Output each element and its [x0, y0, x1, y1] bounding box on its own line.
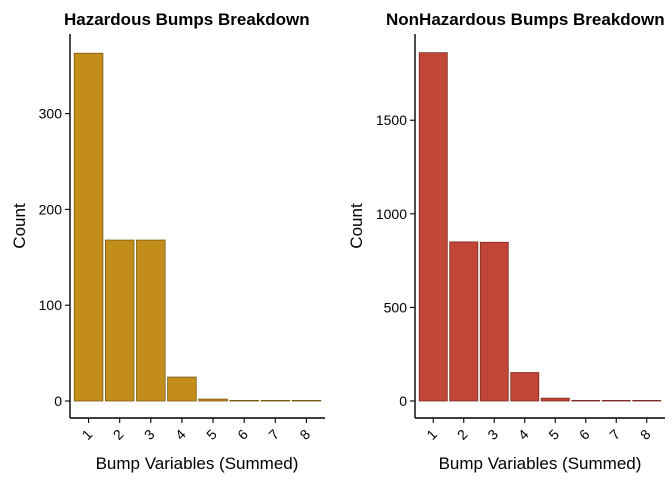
- x-axis-title: Bump Variables (Summed): [96, 454, 299, 473]
- bar: [229, 399, 259, 402]
- x-axis-title: Bump Variables (Summed): [439, 454, 642, 473]
- x-tick-label: 6: [576, 426, 593, 443]
- panel-nonhazardous: NonHazardous Bumps Breakdown Count Bump …: [347, 10, 665, 473]
- panel-title: Hazardous Bumps Breakdown: [64, 10, 310, 29]
- y-tick-label: 0: [399, 393, 407, 409]
- panel-title: NonHazardous Bumps Breakdown: [386, 10, 665, 29]
- bar: [291, 399, 322, 402]
- bar: [632, 399, 662, 402]
- x-tick-label: 6: [234, 426, 251, 443]
- bar: [510, 372, 540, 402]
- x-tick-label: 8: [296, 426, 313, 443]
- y-tick-label: 0: [54, 393, 62, 409]
- x-tick-label: 3: [484, 426, 501, 443]
- bar: [104, 239, 135, 402]
- x-tick-label: 2: [454, 426, 471, 443]
- x-tick-label: 4: [515, 426, 532, 443]
- bar: [73, 52, 104, 402]
- bar: [601, 399, 631, 402]
- bar: [449, 241, 479, 402]
- bar: [418, 52, 448, 402]
- bar: [167, 376, 197, 402]
- y-tick-label: 100: [39, 297, 63, 313]
- x-tick-label: 4: [172, 426, 189, 443]
- x-tick-label: 1: [423, 426, 440, 443]
- y-axis-title: Count: [10, 203, 29, 249]
- x-tick-label: 8: [637, 426, 654, 443]
- y-tick-label: 200: [39, 201, 63, 217]
- x-tick-label: 5: [203, 426, 220, 443]
- y-tick-label: 300: [39, 106, 63, 122]
- x-tick-label: 1: [79, 426, 96, 443]
- panel-hazardous: Hazardous Bumps Breakdown Count Bump Var…: [10, 10, 325, 473]
- y-tick-label: 500: [384, 299, 408, 315]
- bar: [479, 241, 509, 402]
- y-tick-label: 1000: [376, 206, 407, 222]
- bar: [260, 399, 291, 402]
- bar: [540, 397, 570, 402]
- bar: [571, 399, 601, 402]
- x-tick-label: 3: [141, 426, 158, 443]
- x-tick-label: 7: [265, 426, 282, 443]
- x-tick-label: 5: [545, 426, 562, 443]
- y-tick-label: 1500: [376, 112, 407, 128]
- bar: [136, 239, 166, 402]
- y-axis-title: Count: [347, 203, 366, 249]
- x-tick-label: 7: [606, 426, 623, 443]
- x-tick-label: 2: [110, 426, 127, 443]
- bar: [198, 398, 228, 402]
